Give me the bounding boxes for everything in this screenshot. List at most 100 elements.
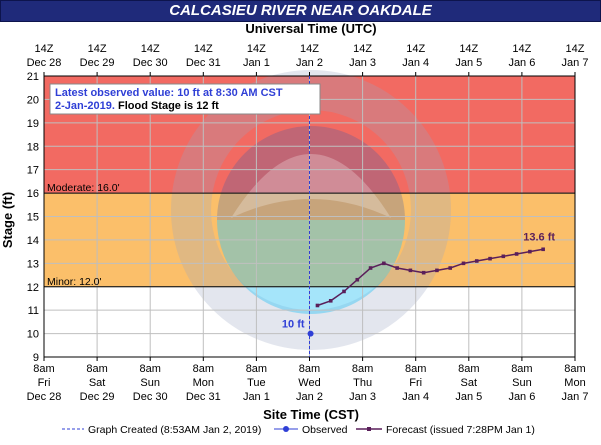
bottom-tick-time: 8am xyxy=(352,363,373,375)
top-tick-label: 14Z xyxy=(247,43,266,55)
top-tick-label: 14Z xyxy=(141,43,160,55)
bottom-tick-day: Mon xyxy=(193,377,214,389)
forecast-point xyxy=(435,268,439,273)
y-tick-label: 14 xyxy=(27,235,39,247)
bottom-axis-title: Site Time (CST) xyxy=(263,407,359,422)
forecast-point xyxy=(448,266,453,270)
bottom-tick-date: Jan 4 xyxy=(402,391,429,403)
bottom-tick-time: 8am xyxy=(405,363,426,375)
top-tick-label: 14Z xyxy=(300,43,319,55)
top-tick-label: 14Z xyxy=(88,43,107,55)
forecast-line xyxy=(317,248,544,307)
bottom-tick-day: Mon xyxy=(564,377,585,389)
latest-value-date: 2-Jan-2019. xyxy=(55,100,118,112)
top-tick-label: 14Z xyxy=(459,43,478,55)
forecast-point xyxy=(421,270,426,275)
top-tick-date: Jan 7 xyxy=(562,57,589,69)
hydrograph-chart: Universal Time (UTC) Site Time (CST) Sta… xyxy=(0,21,589,436)
legend-observed: Observed xyxy=(302,424,348,436)
flood-stage-label: Minor: 12.0' xyxy=(47,276,102,288)
top-tick-date: Dec 29 xyxy=(80,57,115,69)
top-tick-label: 14Z xyxy=(406,43,425,55)
bottom-tick-time: 8am xyxy=(193,363,214,375)
bottom-tick-date: Jan 2 xyxy=(296,391,323,403)
forecast-point xyxy=(408,268,413,273)
top-tick-label: 14Z xyxy=(35,43,54,55)
bottom-tick-day: Tue xyxy=(247,377,266,389)
forecast-point xyxy=(315,303,320,308)
top-tick-date: Dec 30 xyxy=(133,57,168,69)
legend-forecast-swatch-dot xyxy=(367,427,371,431)
top-tick-date: Jan 3 xyxy=(349,57,376,69)
forecast-point xyxy=(328,299,333,303)
top-tick-date: Jan 5 xyxy=(455,57,482,69)
bottom-tick-time: 8am xyxy=(86,363,107,375)
bottom-tick-date: Jan 6 xyxy=(508,391,535,403)
y-tick-label: 17 xyxy=(27,165,39,177)
y-tick-label: 13 xyxy=(27,258,39,270)
bottom-tick-time: 8am xyxy=(33,363,54,375)
bottom-tick-day: Fri xyxy=(38,377,51,389)
y-tick-label: 11 xyxy=(28,305,39,317)
y-tick-label: 10 xyxy=(27,329,39,341)
bottom-tick-day: Sat xyxy=(89,377,106,389)
latest-value-box xyxy=(49,83,321,115)
noaa-seal-water-icon xyxy=(217,220,405,314)
forecast-point xyxy=(342,289,346,294)
noaa-seal-sky-icon xyxy=(217,126,405,220)
top-tick-date: Jan 4 xyxy=(402,57,429,69)
top-tick-label: 14Z xyxy=(512,43,531,55)
latest-value-line2: 2-Jan-2019. Flood Stage is 12 ft xyxy=(55,100,219,112)
legend-observed-swatch-dot xyxy=(283,426,289,432)
y-tick-label: 16 xyxy=(27,188,39,200)
bottom-tick-date: Dec 29 xyxy=(80,391,115,403)
bottom-tick-day: Sun xyxy=(512,377,532,389)
top-tick-label: 14Z xyxy=(194,43,213,55)
bottom-tick-day: Sun xyxy=(140,377,160,389)
forecast-point xyxy=(368,266,373,270)
bottom-tick-day: Fri xyxy=(409,377,422,389)
bottom-tick-time: 8am xyxy=(139,363,160,375)
bottom-tick-time: 8am xyxy=(246,363,267,375)
observed-point xyxy=(307,330,314,337)
forecast-end-label: 13.6 ft xyxy=(523,231,555,243)
forecast-point xyxy=(514,252,519,256)
bottom-tick-day: Sat xyxy=(461,377,478,389)
bottom-tick-date: Jan 3 xyxy=(349,391,376,403)
y-tick-label: 19 xyxy=(27,118,39,130)
bottom-tick-date: Dec 30 xyxy=(133,391,168,403)
top-tick-label: 14Z xyxy=(353,43,372,55)
y-axis-title: Stage (ft) xyxy=(0,192,15,248)
top-axis-title: Universal Time (UTC) xyxy=(245,21,376,36)
legend-forecast: Forecast (issued 7:28PM Jan 1) xyxy=(386,424,535,436)
forecast-point xyxy=(461,261,466,266)
y-tick-label: 20 xyxy=(27,94,39,106)
bottom-tick-date: Jan 5 xyxy=(455,391,482,403)
bottom-tick-time: 8am xyxy=(458,363,479,375)
top-tick-label: 14Z xyxy=(566,43,585,55)
bottom-tick-day: Wed xyxy=(298,377,320,389)
forecast-point xyxy=(501,254,506,259)
bottom-tick-date: Jan 1 xyxy=(243,391,270,403)
flood-stage-label: Moderate: 16.0' xyxy=(47,182,120,194)
forecast-point xyxy=(488,256,492,261)
bottom-tick-date: Dec 31 xyxy=(186,391,221,403)
top-tick-date: Jan 1 xyxy=(243,57,270,69)
forecast-point xyxy=(474,259,479,263)
flood-stage-note: Flood Stage is 12 ft xyxy=(118,100,219,112)
y-tick-label: 18 xyxy=(27,141,39,153)
chart-title: CALCASIEU RIVER NEAR OAKDALE xyxy=(0,0,601,22)
y-tick-label: 15 xyxy=(27,212,39,224)
top-tick-date: Dec 31 xyxy=(186,57,221,69)
y-tick-label: 9 xyxy=(33,352,39,364)
legend: Graph Created (8:53AM Jan 2, 2019) Observ… xyxy=(62,424,535,436)
top-tick-date: Jan 2 xyxy=(296,57,323,69)
bottom-tick-time: 8am xyxy=(564,363,585,375)
bottom-tick-time: 8am xyxy=(511,363,532,375)
forecast-point xyxy=(395,266,399,270)
bottom-tick-date: Dec 28 xyxy=(27,391,62,403)
forecast-point xyxy=(541,247,545,252)
forecast-point xyxy=(382,261,386,266)
forecast-point xyxy=(355,277,360,282)
